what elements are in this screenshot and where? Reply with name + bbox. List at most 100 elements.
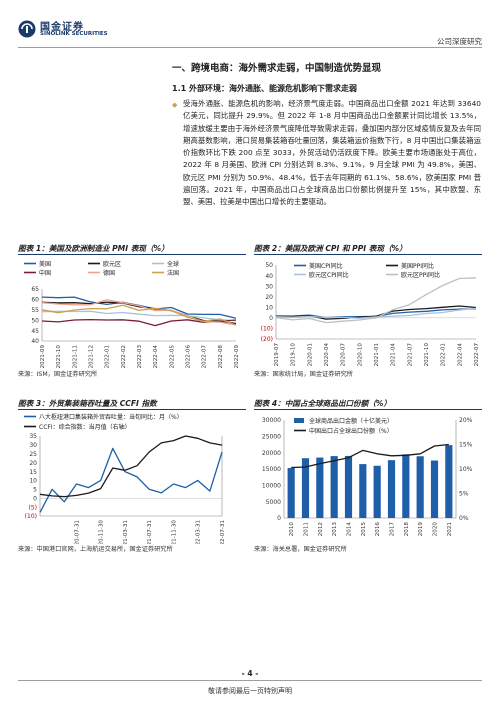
- bar: [359, 464, 367, 518]
- figure-caption: 美国及欧洲制造业 PMI 表现（%）: [48, 244, 169, 253]
- legend-label: 中国出口占全球出口份额（%）: [309, 427, 393, 435]
- figure-source: 来源：海关总署，国金证券研究所: [254, 546, 347, 553]
- page-number: - 4 -: [241, 669, 259, 678]
- y-tick-label: 10000: [262, 483, 281, 490]
- y-tick-label: 15: [29, 469, 37, 476]
- x-tick-label: 2010: [289, 522, 295, 537]
- section-heading: 一、跨境电商：海外需求走弱，中国制造优势显现: [172, 63, 382, 74]
- bullet-icon: ◆: [172, 101, 178, 109]
- x-tick-label: 2022-04: [457, 343, 463, 367]
- x-tick-label: 2020: [433, 522, 439, 537]
- x-tick-label: 2015: [361, 522, 367, 537]
- footer-divider: [18, 680, 482, 681]
- y-tick-label: 20000: [262, 450, 281, 457]
- y2-tick-label: 10%: [459, 466, 473, 473]
- y-tick-label: 60: [31, 297, 39, 304]
- x-tick-label: 2021-07-31: [147, 520, 153, 544]
- y-tick-label: 35: [29, 433, 37, 440]
- y-tick-label: 0: [33, 495, 37, 502]
- x-tick-label: 2022-03-31: [196, 520, 202, 544]
- x-tick-label: 2016: [375, 522, 381, 537]
- legend-label: 法国: [167, 269, 179, 277]
- y-tick-label: 25000: [262, 434, 281, 441]
- logo-chinese-name: 国金证券: [40, 22, 84, 33]
- x-tick-label: 2021-07: [407, 343, 413, 367]
- legend-swatch: [294, 418, 304, 423]
- series-line: [41, 310, 237, 322]
- logo-english-name: SINOLINK SECURITIES: [40, 31, 108, 37]
- logo: 国金证券 SINOLINK SECURITIES: [18, 18, 138, 44]
- y-tick-label: 30: [265, 283, 273, 290]
- series-line: [291, 443, 449, 469]
- x-tick-label: 2020-07: [341, 343, 347, 367]
- x-tick-label: 2011: [304, 522, 310, 537]
- x-tick-label: 2021-11-30: [171, 520, 177, 544]
- x-tick-label: 2021-04: [391, 343, 397, 367]
- y-tick-label: 0: [277, 515, 281, 522]
- bar: [445, 445, 453, 518]
- x-tick-label: 2014: [347, 522, 353, 537]
- chart-2: (20) (10) 0 10 20 30 40 50 2019-07 2019-10 2020-01…: [261, 262, 480, 367]
- bar: [344, 455, 353, 518]
- x-tick-label: 2019: [418, 522, 424, 537]
- y-tick-label: 10: [265, 304, 273, 311]
- figure-source: 来源：中国港口官网，上海航运交易所，国金证券研究所: [18, 546, 173, 553]
- y-tick-label: 10: [29, 478, 37, 485]
- x-tick-label: 2022-05: [169, 345, 175, 369]
- bar: [430, 460, 439, 518]
- x-tick-label: 2022-04: [153, 345, 159, 369]
- x-tick-label: 2022-08: [218, 345, 224, 369]
- figure-label: 图表 2：: [254, 244, 285, 253]
- y-tick-label: 5: [33, 487, 37, 494]
- page-header: 国金证券 SINOLINK SECURITIES 公司深度研究: [0, 0, 500, 48]
- y2-tick-label: 20%: [459, 417, 473, 424]
- x-tick-label: 2020-04: [324, 343, 330, 367]
- disclaimer-note: 敬请参阅最后一页特别声明: [208, 687, 292, 695]
- legend-label: 全球商品出口金额（十亿美元）: [309, 417, 393, 425]
- legend-label: 全球: [167, 260, 179, 268]
- y-tick-label: 20: [265, 294, 273, 301]
- bar: [301, 458, 310, 518]
- report-type: 公司深度研究: [437, 37, 482, 46]
- x-tick-label: 2021-10: [56, 345, 62, 369]
- x-tick-label: 2013: [332, 522, 338, 537]
- legend-label: 美国PPI同比: [401, 262, 434, 270]
- figure-2: 图表 2：美国及欧洲 CPI 和 PPI 表现（%） (20) (10) 0 10 20…: [254, 241, 482, 381]
- x-tick-label: 2021-01: [374, 343, 380, 367]
- chart-1: 40 45 50 55 60 65 2021-09 2021-10 2021-11 2021-12…: [24, 260, 240, 369]
- y-tick-label: 45: [31, 328, 39, 335]
- legend-label: 欧元区CPI同比: [309, 271, 349, 279]
- series-line: [41, 296, 237, 319]
- bar: [287, 468, 295, 518]
- y2-tick-label: 0%: [459, 515, 469, 522]
- y-tick-label: (20): [261, 336, 273, 343]
- y-tick-label: 50: [31, 317, 39, 324]
- series-line: [275, 277, 477, 324]
- figure-label: 图表 3：: [18, 399, 49, 408]
- figure-source: 来源：国家统计局，国金证券研究所: [254, 371, 353, 378]
- y-tick-label: 40: [265, 273, 273, 280]
- x-tick-label: 2020-11-30: [99, 520, 105, 544]
- x-tick-label: 2021-03-31: [123, 520, 129, 544]
- x-tick-label: 2022-09: [234, 345, 240, 369]
- bar: [330, 456, 338, 518]
- legend-label: 欧元区PPI同比: [401, 271, 440, 279]
- chart-3: (10) (5) 05 10 15 20 25 30 35 2020-07-31 2020-11-3…: [24, 413, 226, 544]
- x-tick-label: 2022-07: [474, 343, 480, 367]
- x-tick-label: 2020-01: [307, 343, 313, 367]
- chart-4: 0 5000 10000 15000 20000 25000 30000 0% 5% 10% 15%…: [262, 417, 473, 537]
- series-line: [275, 307, 477, 319]
- x-tick-label: 2022-06: [186, 345, 192, 369]
- bar: [316, 457, 324, 518]
- x-tick-label: 2022-02: [121, 345, 127, 368]
- y-tick-label: 15000: [262, 466, 281, 473]
- y-tick-label: 5000: [266, 499, 281, 506]
- x-tick-label: 2021: [447, 522, 453, 537]
- series-line: [39, 435, 223, 498]
- x-tick-label: 2012: [318, 522, 324, 536]
- legend-label: 欧元区: [103, 260, 121, 268]
- bar: [373, 465, 381, 518]
- y-tick-label: 30: [29, 442, 37, 449]
- x-tick-label: 2017: [390, 522, 396, 537]
- subsection-heading: 1.1 外部环境：海外通胀、能源危机影响下需求走弱: [172, 84, 357, 93]
